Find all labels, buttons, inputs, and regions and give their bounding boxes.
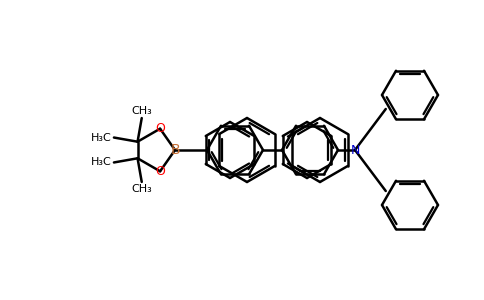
Text: H₃C: H₃C xyxy=(91,158,112,167)
Text: B: B xyxy=(170,143,180,157)
Text: H₃C: H₃C xyxy=(91,133,112,142)
Text: N: N xyxy=(350,143,360,157)
Text: O: O xyxy=(155,165,165,178)
Text: CH₃: CH₃ xyxy=(131,184,152,194)
Text: O: O xyxy=(155,122,165,135)
Text: CH₃: CH₃ xyxy=(131,106,152,116)
